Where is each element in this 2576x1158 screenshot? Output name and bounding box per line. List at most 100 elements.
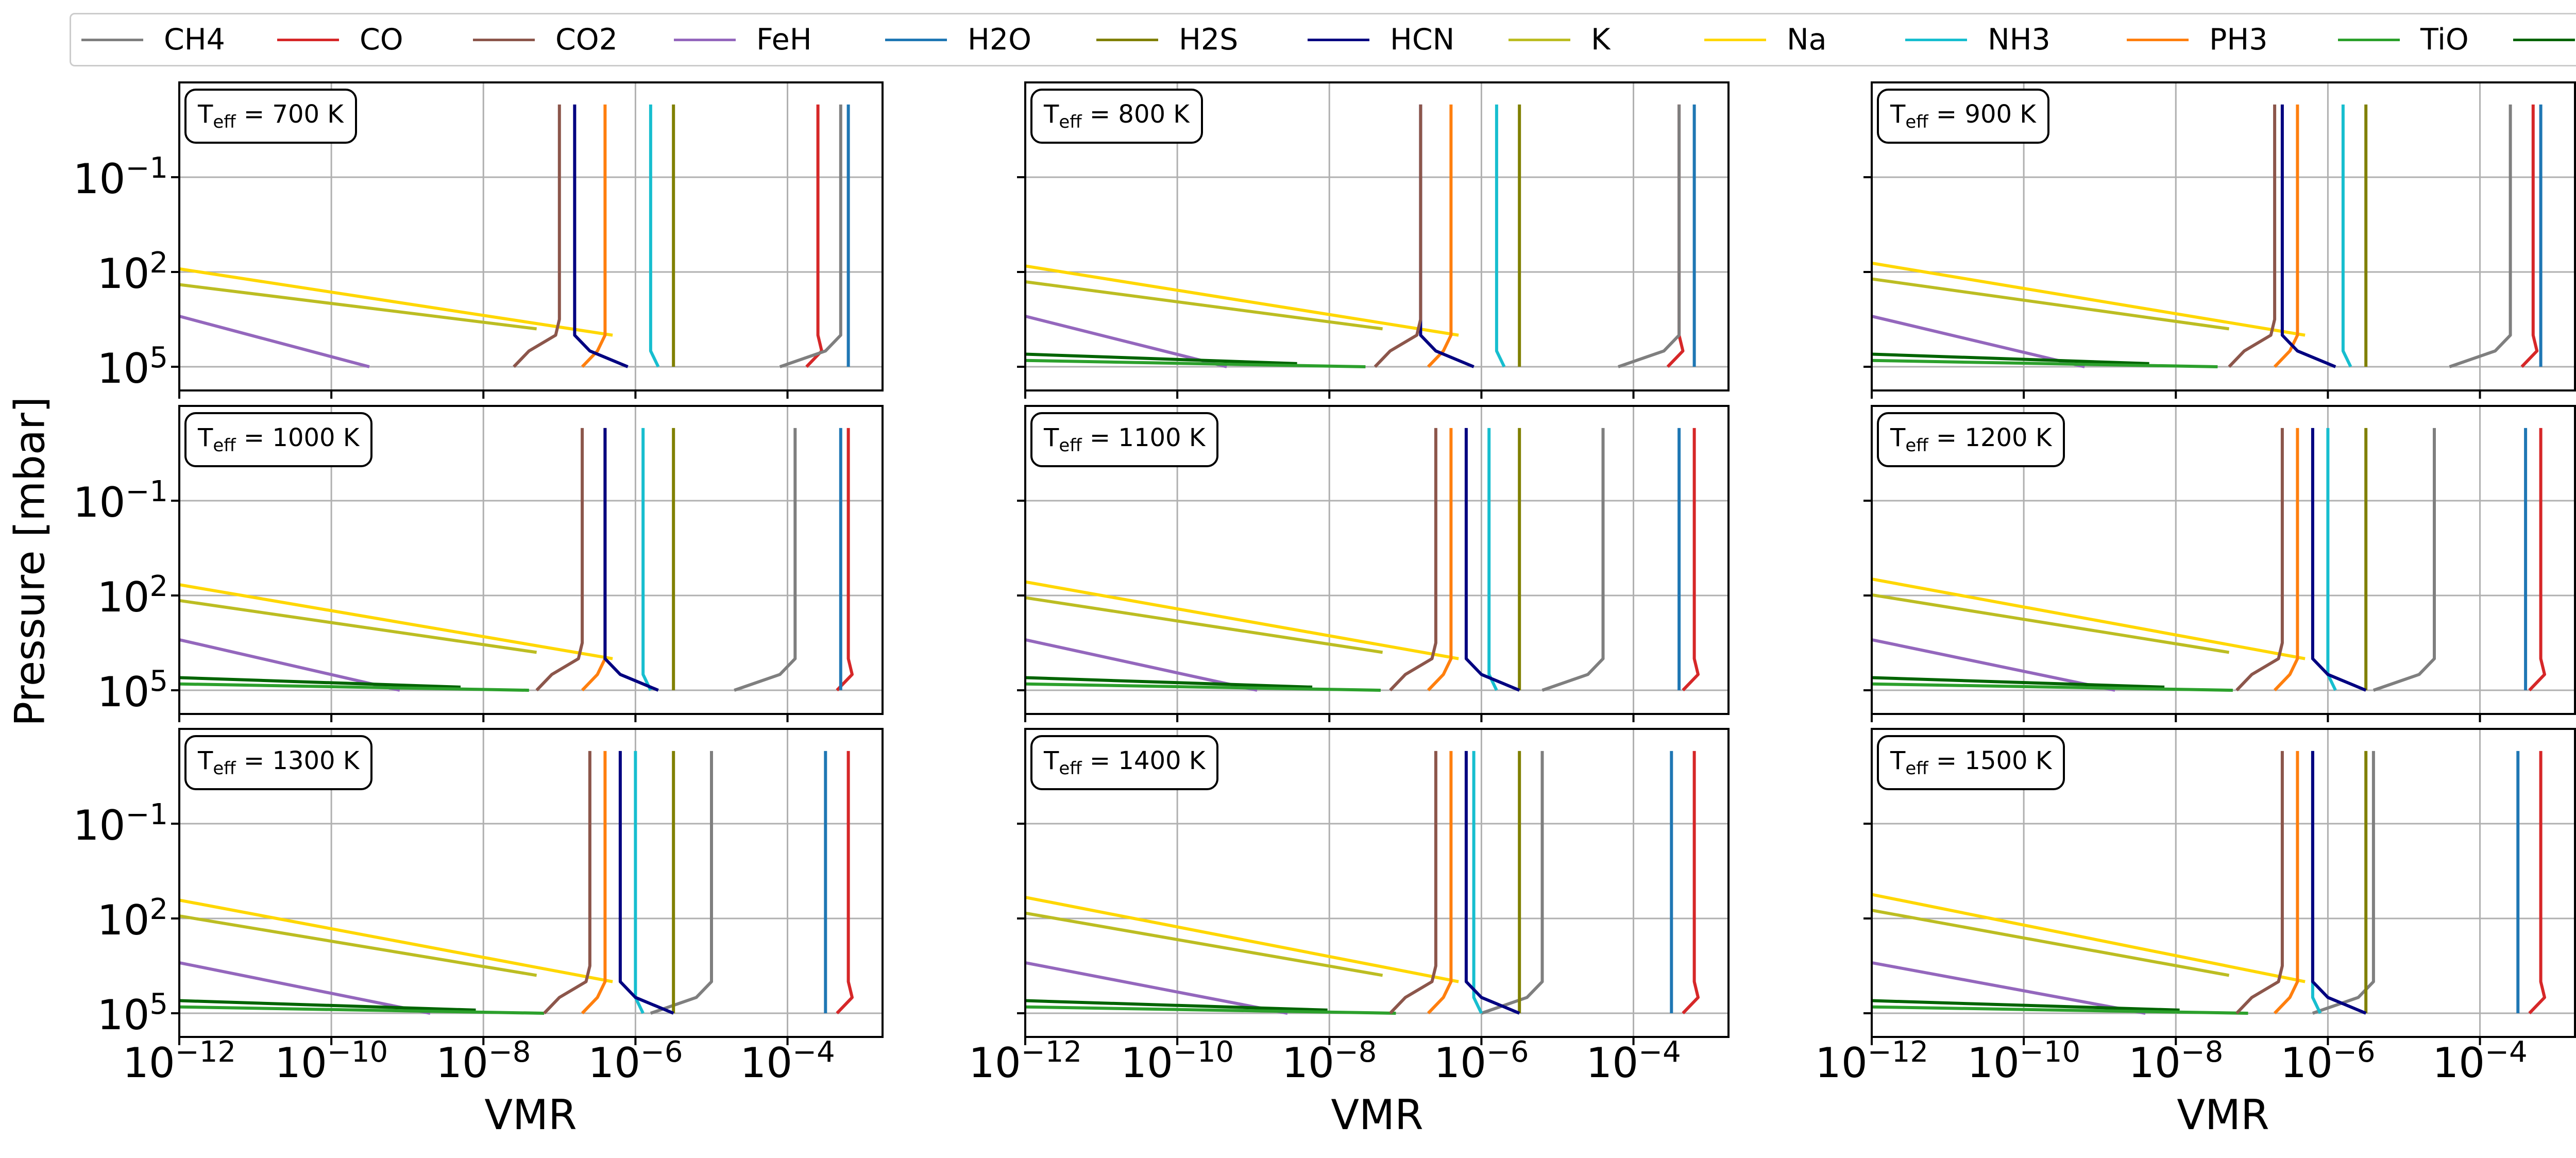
legend-label: NH3 bbox=[1988, 23, 2050, 57]
series-co2-line bbox=[1389, 428, 1437, 692]
series-na-line bbox=[1871, 577, 2306, 660]
series-ch4-line bbox=[1481, 751, 1544, 1015]
legend-label: Na bbox=[1787, 23, 1827, 57]
series-k-line bbox=[179, 283, 537, 331]
series-ch4-line bbox=[779, 104, 842, 368]
series-hcn-line bbox=[1464, 751, 1520, 1015]
series-nh3-line bbox=[641, 428, 652, 691]
legend-swatch bbox=[1905, 38, 1967, 41]
x-tick-label: 10−6 bbox=[588, 1035, 683, 1087]
x-axis-label-col-0: VMR bbox=[484, 1091, 577, 1139]
teff-value: = 1400 K bbox=[1081, 746, 1206, 775]
teff-label-box: Teff = 800 K bbox=[1030, 89, 1203, 144]
series-vo-line bbox=[179, 999, 476, 1012]
x-tick-label: 10−4 bbox=[1586, 1035, 1681, 1087]
y-tick-label: 105 bbox=[97, 341, 168, 393]
y-tick-label: 102 bbox=[97, 570, 168, 621]
series-feh-line bbox=[179, 638, 400, 692]
x-tick-label: 10−10 bbox=[1121, 1035, 1234, 1087]
series-ph3-line bbox=[581, 751, 607, 1015]
x-tick-label: 10−8 bbox=[1282, 1035, 1377, 1087]
teff-symbol: T bbox=[198, 100, 213, 129]
teff-subscript: eff bbox=[1905, 435, 1928, 456]
legend-item-feh: FeH bbox=[674, 14, 812, 65]
series-co-line bbox=[2520, 104, 2539, 368]
teff-value: = 1200 K bbox=[1928, 423, 2052, 452]
teff-symbol: T bbox=[1044, 746, 1059, 775]
series-vo-line bbox=[1871, 676, 2165, 689]
series-tio-line bbox=[1871, 682, 2233, 692]
y-tick-label: 10−1 bbox=[73, 475, 168, 526]
series-na-line bbox=[1871, 261, 2306, 337]
series-co-line bbox=[836, 751, 854, 1015]
legend-label: CH4 bbox=[164, 23, 225, 57]
x-tick-label: 10−6 bbox=[1434, 1035, 1529, 1087]
series-co-line bbox=[2528, 428, 2546, 692]
series-feh-line bbox=[179, 961, 431, 1015]
panel-frame bbox=[178, 728, 884, 1038]
series-co2-line bbox=[2235, 428, 2284, 692]
series-ph3-line bbox=[1427, 428, 1453, 692]
legend-item-nh3: NH3 bbox=[1905, 14, 2050, 65]
y-tick-label: 105 bbox=[97, 665, 168, 716]
panel-frame bbox=[178, 81, 884, 391]
teff-subscript: eff bbox=[1059, 758, 1082, 779]
series-na-line bbox=[1025, 580, 1459, 660]
teff-subscript: eff bbox=[213, 112, 236, 132]
x-tick-label: 10−12 bbox=[1815, 1035, 1928, 1087]
series-na-line bbox=[1025, 895, 1459, 983]
series-co2-line bbox=[1389, 751, 1437, 1015]
y-tick-label: 10−1 bbox=[73, 151, 168, 203]
series-hcn-line bbox=[2311, 428, 2367, 692]
series-ch4-line bbox=[2449, 104, 2512, 368]
panel-frame bbox=[1024, 81, 1730, 391]
teff-label-box: Teff = 900 K bbox=[1877, 89, 2049, 144]
legend-label: FeH bbox=[756, 23, 812, 57]
legend-item-na: Na bbox=[1704, 14, 1827, 65]
legend-item-ph3: PH3 bbox=[2127, 14, 2268, 65]
teff-label-box: Teff = 1300 K bbox=[184, 735, 373, 790]
panel-frame bbox=[1871, 81, 2576, 391]
x-tick-label: 10−12 bbox=[969, 1035, 1082, 1087]
legend-item-co: CO bbox=[277, 14, 403, 65]
panel-frame bbox=[1871, 405, 2576, 715]
series-tio-line bbox=[1025, 359, 1366, 368]
series-tio-line bbox=[1025, 1005, 1396, 1015]
legend-item-vo: VO bbox=[2513, 14, 2576, 65]
teff-value: = 1500 K bbox=[1928, 746, 2052, 775]
legend-item-ch4: CH4 bbox=[81, 14, 225, 65]
series-k-line bbox=[1871, 593, 2230, 654]
teff-symbol: T bbox=[198, 423, 213, 452]
series-na-line bbox=[179, 583, 613, 660]
teff-label-box: Teff = 1500 K bbox=[1877, 735, 2065, 790]
teff-label-box: Teff = 700 K bbox=[184, 89, 357, 144]
series-vo-line bbox=[1871, 999, 2180, 1012]
series-hcn-line bbox=[573, 104, 629, 368]
legend-item-hcn: HCN bbox=[1308, 14, 1454, 65]
teff-label-box: Teff = 1400 K bbox=[1030, 735, 1219, 790]
series-nh3-line bbox=[2341, 104, 2352, 368]
series-vo-line bbox=[1025, 999, 1328, 1012]
series-co2-line bbox=[535, 428, 584, 692]
legend-item-h2s: H2S bbox=[1096, 14, 1238, 65]
series-hcn-line bbox=[603, 428, 659, 692]
series-co-line bbox=[2528, 751, 2546, 1015]
teff-value: = 1100 K bbox=[1081, 423, 1206, 452]
x-tick-label: 10−10 bbox=[1967, 1035, 2081, 1087]
teff-value: = 900 K bbox=[1928, 100, 2036, 129]
series-ch4-line bbox=[1541, 428, 1605, 692]
series-tio-line bbox=[1871, 1005, 2248, 1015]
teff-subscript: eff bbox=[213, 435, 236, 456]
series-nh3-line bbox=[1495, 104, 1506, 368]
series-co2-line bbox=[513, 104, 561, 368]
x-tick-label: 10−10 bbox=[275, 1035, 388, 1087]
series-k-line bbox=[179, 914, 537, 977]
series-tio-line bbox=[179, 1005, 545, 1015]
x-axis-label-col-2: VMR bbox=[2177, 1091, 2269, 1139]
series-hcn-line bbox=[2311, 751, 2367, 1015]
series-na-line bbox=[1871, 893, 2306, 983]
x-tick-label: 10−8 bbox=[2128, 1035, 2224, 1087]
legend-label: H2S bbox=[1179, 23, 1239, 57]
x-tick-label: 10−8 bbox=[436, 1035, 531, 1087]
